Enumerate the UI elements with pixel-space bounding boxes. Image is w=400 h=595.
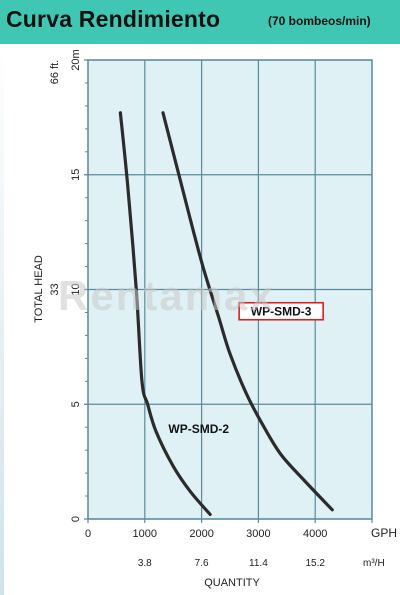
x-unit-label: GPH: [371, 526, 397, 540]
y-axis-label: TOTAL HEAD: [33, 255, 45, 323]
series-label-box: [238, 301, 324, 321]
series-label: WP-SMD-2: [168, 422, 229, 436]
series-line-wp-smd-2: [118, 111, 212, 517]
x-secondary-tick-labels: 3.8 7.6 11.4 15.2: [138, 558, 326, 569]
series-line-wp-smd-3: [161, 111, 334, 512]
y-tick-label-feet: 33: [49, 283, 61, 295]
x-axis-label: QUANTITY: [204, 577, 260, 589]
x-tick-labels: 0 1000 2000 3000 4000: [85, 528, 328, 540]
series-labels: WP-SMD-2 WP-SMD-3: [168, 301, 324, 436]
y-tick-label-feet: 66 ft.: [49, 60, 61, 84]
chart-subtitle: (70 bombeos/min): [268, 14, 371, 28]
y-tick-label-meters: 10: [70, 283, 82, 295]
header-bar: Curva Rendimiento (70 bombeos/min): [0, 0, 400, 44]
x-secondary-tick-label: 11.4: [249, 558, 268, 569]
x-secondary-tick-label: 3.8: [138, 558, 152, 569]
y-tick-label-meters: 0: [70, 516, 82, 522]
y-tick-label-meters: 5: [70, 401, 82, 407]
chart-title: Curva Rendimiento: [6, 6, 221, 32]
x-tick-label: 1000: [133, 528, 157, 540]
x-secondary-tick-label: 15.2: [305, 558, 325, 569]
series-lines: [118, 111, 334, 517]
y-tick-label-meters: 20m: [70, 49, 82, 70]
y-tick-labels: 0 5 10 15 20m 33 66 ft.: [49, 49, 82, 522]
x-tick-label: 3000: [246, 528, 270, 540]
x-tick-label: 4000: [303, 528, 327, 540]
y-tick-label-meters: 15: [70, 169, 82, 181]
x-tick-label: 0: [85, 528, 91, 540]
plot-frame: [87, 59, 373, 520]
left-edge-decoration: [0, 44, 4, 595]
x-tick-label: 2000: [189, 528, 213, 540]
x-secondary-tick-label: 7.6: [195, 558, 209, 569]
x-secondary-unit-label: m³/H: [363, 558, 385, 569]
grid: [84, 59, 373, 523]
series-label: WP-SMD-3: [251, 305, 312, 319]
